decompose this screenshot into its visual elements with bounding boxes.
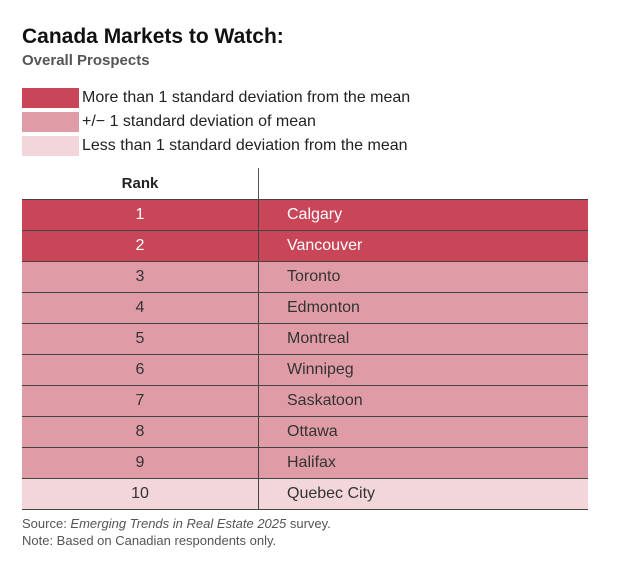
table-row: 2 Vancouver: [22, 231, 588, 262]
cell-divider: [258, 200, 259, 230]
rank-cell: 1: [135, 206, 145, 223]
market-cell: Montreal: [287, 330, 350, 347]
source-suffix: survey.: [286, 516, 331, 531]
footnotes: Source: Emerging Trends in Real Estate 2…: [22, 515, 331, 549]
legend-swatch-less: [22, 136, 79, 156]
cell-divider: [258, 293, 259, 323]
rank-cell: 3: [135, 268, 145, 285]
legend-label-more: More than 1 standard deviation from the …: [82, 89, 411, 106]
market-cell: Winnipeg: [287, 361, 354, 378]
market-cell: Edmonton: [287, 299, 360, 316]
market-cell: Quebec City: [287, 485, 376, 502]
rank-cell: 10: [131, 485, 149, 502]
table-row: 9 Halifax: [22, 448, 588, 479]
table-row: 10 Quebec City: [22, 479, 588, 510]
rank-cell: 2: [135, 237, 145, 254]
rank-cell: 4: [135, 299, 145, 316]
table-row: 8 Ottawa: [22, 417, 588, 448]
cell-divider: [258, 386, 259, 416]
table-row: 6 Winnipeg: [22, 355, 588, 386]
legend-item-within: +/− 1 standard deviation of mean: [22, 110, 410, 134]
table-row: 1 Calgary: [22, 199, 588, 231]
column-divider: [258, 168, 259, 199]
market-cell: Vancouver: [287, 237, 363, 254]
cell-divider: [258, 231, 259, 261]
market-cell: Saskatoon: [287, 392, 363, 409]
legend-swatch-within: [22, 112, 79, 132]
legend-item-more: More than 1 standard deviation from the …: [22, 86, 410, 110]
rank-cell: 9: [135, 454, 145, 471]
cell-divider: [258, 417, 259, 447]
table-row: 5 Montreal: [22, 324, 588, 355]
chart-subtitle: Overall Prospects: [22, 52, 150, 69]
table-header: Rank: [22, 168, 588, 199]
cell-divider: [258, 355, 259, 385]
cell-divider: [258, 324, 259, 354]
table-body: 1 Calgary 2 Vancouver 3 Toronto 4 Edmonton 5 Mont…: [22, 199, 588, 510]
rank-cell: 7: [135, 392, 145, 409]
legend-label-within: +/− 1 standard deviation of mean: [82, 113, 316, 130]
market-cell: Halifax: [287, 454, 336, 471]
legend: More than 1 standard deviation from the …: [22, 86, 410, 158]
rank-table: Rank 1 Calgary 2 Vancouver 3 Toronto 4 Edmonton…: [22, 168, 588, 510]
market-cell: Calgary: [287, 206, 343, 223]
cell-divider: [258, 448, 259, 478]
source-note: Source: Emerging Trends in Real Estate 2…: [22, 515, 331, 532]
legend-item-less: Less than 1 standard deviation from the …: [22, 134, 410, 158]
table-row: 7 Saskatoon: [22, 386, 588, 417]
market-cell: Toronto: [287, 268, 341, 285]
rank-cell: 6: [135, 361, 145, 378]
rank-cell: 5: [135, 330, 145, 347]
chart-title: Canada Markets to Watch:: [22, 25, 284, 48]
rank-cell: 8: [135, 423, 145, 440]
legend-swatch-more: [22, 88, 79, 108]
respondents-note: Note: Based on Canadian respondents only…: [22, 533, 277, 548]
legend-label-less: Less than 1 standard deviation from the …: [82, 137, 408, 154]
cell-divider: [258, 262, 259, 292]
table-row: 3 Toronto: [22, 262, 588, 293]
cell-divider: [258, 479, 259, 509]
source-title: Emerging Trends in Real Estate 2025: [70, 516, 287, 531]
table-row: 4 Edmonton: [22, 293, 588, 324]
rank-column-header: Rank: [121, 175, 159, 192]
market-cell: Ottawa: [287, 423, 338, 440]
source-prefix: Source:: [22, 516, 71, 531]
